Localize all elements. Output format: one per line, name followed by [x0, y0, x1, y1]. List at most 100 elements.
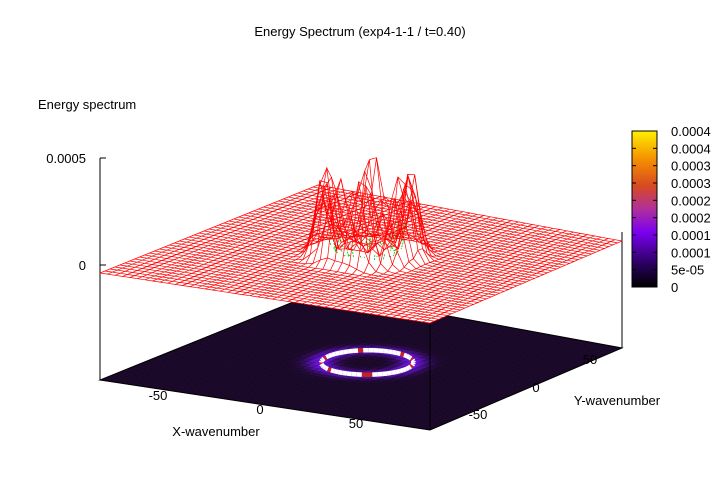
y-axis-label: Y-wavenumber: [574, 393, 661, 408]
ring-segment: [322, 355, 328, 361]
colorbar-tick-label: 0.0003: [671, 176, 711, 191]
mesh-line-y: [174, 197, 388, 285]
mesh-line-y: [422, 239, 616, 323]
ring-segment: [407, 364, 412, 370]
ring-segment: [327, 366, 332, 373]
underside-line: [390, 234, 394, 251]
colorbar-tick-label: 0.0001: [671, 245, 711, 260]
mesh-line-y: [227, 166, 436, 293]
ring-segment: [330, 368, 336, 374]
x-tick-label-0: -50: [149, 388, 168, 403]
mesh-line-y: [144, 192, 360, 281]
colorbar-tick-label: 0.0004: [671, 124, 711, 139]
x-tick-label-1: 0: [256, 402, 263, 417]
underside-line: [392, 244, 395, 249]
ring-segment: [324, 365, 329, 372]
mesh-line-y: [182, 198, 395, 286]
underside-line: [392, 249, 396, 252]
underside-line: [395, 250, 399, 256]
underside-line: [348, 254, 351, 257]
ring-segment: [405, 365, 410, 372]
ring-segment: [383, 348, 389, 354]
colorbar-tick-label: 0.0002: [671, 193, 711, 208]
underside-line: [382, 254, 386, 260]
mesh-line-y: [272, 176, 478, 300]
mesh-line-y: [234, 180, 443, 294]
x-axis-label: X-wavenumber: [172, 424, 260, 439]
underside-line: [333, 247, 337, 254]
mesh-line-y: [122, 188, 339, 277]
colorbar-tick-label: 0.0003: [671, 159, 711, 174]
ring-segment: [338, 349, 345, 356]
mesh-line-y: [399, 235, 595, 319]
ring-segment: [343, 349, 349, 355]
ring-segment: [403, 352, 408, 359]
colorbar-ticks: 0 5e-05 0.0001 0.0001 0.0002 0.0002 0.0003 0.00…: [632, 124, 711, 295]
ring-segment: [337, 369, 343, 376]
ring-segment: [410, 362, 415, 367]
mesh-line-y: [99, 184, 319, 274]
mesh-line-y: [392, 234, 588, 318]
ring-segment: [387, 349, 393, 355]
ring-segment: [321, 356, 326, 362]
mesh-line-y: [369, 230, 567, 315]
colorbar-tick-label: 5e-05: [671, 263, 704, 278]
mesh-line-y: [407, 236, 602, 320]
underside-line: [332, 239, 337, 252]
ring-segment: [409, 363, 414, 369]
ring-segment: [325, 353, 330, 360]
ring-segment: [331, 351, 337, 358]
ring-segment: [399, 351, 405, 358]
mesh-line-y: [114, 187, 332, 276]
mesh-line-y: [302, 174, 505, 305]
mesh-line-y: [332, 224, 533, 309]
ring-segment: [346, 371, 353, 377]
mesh-line-y: [189, 199, 402, 287]
mesh-line-y: [324, 222, 526, 308]
ring-segment: [396, 350, 401, 357]
underside-line: [373, 255, 376, 261]
ring-segment: [399, 367, 404, 374]
colorbar-tick-label: 0.0002: [671, 211, 711, 226]
colorbar: [631, 130, 658, 288]
x-tick-label-2: 50: [349, 416, 363, 431]
ring-segment: [320, 363, 326, 369]
mesh-line-y: [129, 189, 346, 278]
mesh-line-y: [287, 174, 491, 302]
underside-line: [348, 242, 352, 246]
ring-segment: [407, 355, 413, 361]
ring-segment: [319, 358, 325, 363]
mesh-line-y: [317, 221, 519, 307]
underside-line: [351, 249, 354, 259]
mesh-line-y: [279, 181, 484, 301]
underside-line: [393, 248, 397, 257]
colorbar-tick-label: 0.0001: [671, 228, 711, 243]
z-tick-label-0: 0: [79, 258, 86, 273]
y-tick-label-0: -50: [469, 407, 488, 422]
mesh-line-y: [347, 226, 547, 311]
surface-mesh: [99, 157, 623, 324]
underside-line: [380, 242, 383, 246]
mesh-line-y: [159, 194, 374, 283]
floor-ring: [318, 347, 416, 377]
underside-line: [376, 255, 378, 258]
mesh-line-y: [212, 203, 422, 291]
ring-segment: [409, 356, 414, 362]
ring-segment: [395, 368, 401, 375]
colorbar-tick-label: 0.0004: [671, 141, 711, 156]
ring-segment: [402, 366, 408, 373]
ring-segment: [391, 369, 397, 376]
ring-segment: [319, 362, 325, 367]
underside-line: [340, 249, 344, 253]
ring-segment: [333, 369, 339, 375]
underside-line: [400, 239, 405, 250]
ring-segment: [386, 370, 393, 376]
ring-segment: [405, 353, 411, 360]
mesh-line-y: [264, 201, 471, 299]
mesh-line-y: [377, 231, 574, 316]
mesh-line-y: [414, 238, 609, 322]
mesh-line-y: [309, 195, 512, 306]
mesh-line-y: [167, 196, 381, 284]
ring-segment: [392, 349, 398, 356]
